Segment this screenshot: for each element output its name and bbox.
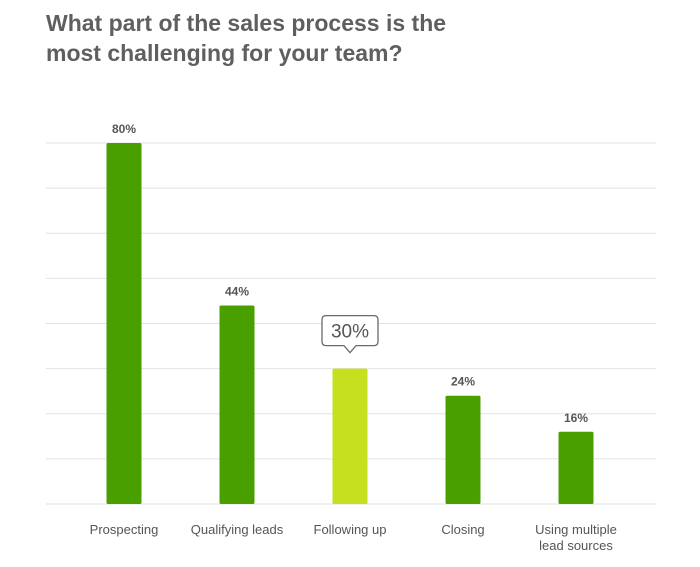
- category-label-line: Closing: [441, 522, 484, 537]
- bar-0: [106, 143, 142, 504]
- chart-title-line-1: What part of the sales process is the: [46, 10, 447, 36]
- category-label-4: Using multiple lead sources: [535, 522, 617, 553]
- value-label-2: 30%: [331, 322, 369, 343]
- bar-2: [332, 368, 368, 504]
- category-label-line: Following up: [314, 522, 387, 537]
- category-label-line: lead sources: [539, 538, 613, 553]
- value-label-1: 44%: [225, 284, 249, 298]
- category-label-line: Qualifying leads: [191, 522, 284, 537]
- category-label-line: Using multiple: [535, 522, 617, 537]
- bar-1: [219, 305, 255, 504]
- category-label-1: Qualifying leads: [191, 522, 284, 537]
- value-label-4: 16%: [564, 411, 588, 425]
- category-label-line: Prospecting: [90, 522, 159, 537]
- category-label-3: Closing: [441, 522, 484, 537]
- value-label-3: 24%: [451, 375, 475, 389]
- data-labels: 80% 44% 30% 24% 16%: [112, 122, 588, 425]
- bar-3: [445, 395, 481, 504]
- category-label-0: Prospecting: [90, 522, 159, 537]
- chart-title: What part of the sales process is the mo…: [46, 8, 666, 68]
- callout-2: 30%: [321, 314, 379, 354]
- bars: [106, 143, 594, 504]
- category-labels: Prospecting Qualifying leads Following up C…: [90, 522, 617, 553]
- chart-title-line-2: most challenging for your team?: [46, 40, 403, 66]
- bar-4: [558, 431, 594, 504]
- value-label-0: 80%: [112, 122, 136, 136]
- callout-bubble: [321, 314, 379, 354]
- category-label-2: Following up: [314, 522, 387, 537]
